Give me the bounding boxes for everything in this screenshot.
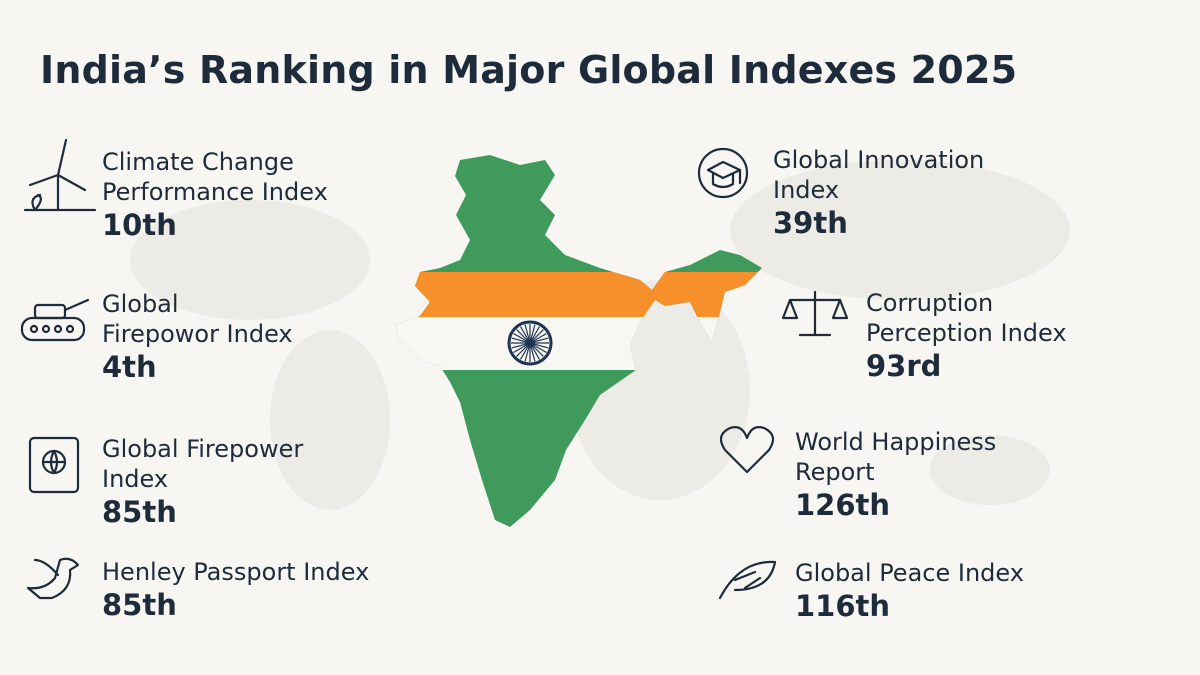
index-name: Performance Index [102,178,328,206]
chakra-spoke [529,342,544,357]
passport-icon [28,436,80,494]
index-name: Report [795,458,875,486]
chakra-spoke [513,342,531,354]
chakra-spoke [516,329,531,344]
chakra-spoke [513,332,531,344]
index-rank: 10th [102,208,177,242]
chakra-spoke [524,342,531,362]
index-name: Corruption [866,289,994,317]
chakra-spoke [524,324,531,344]
index-name: Global [102,290,179,318]
chakra-spoke [519,342,531,360]
index-item: Corruption Perception Index 93rd [866,288,1067,384]
index-item: Climate Change Performance Index 10th [102,147,328,243]
index-rank: 85th [102,588,177,622]
index-item: Global Peace Index 116th [795,558,1024,624]
index-item: Henley Passport Index 85th [102,557,369,623]
chakra-spoke [529,326,541,344]
wind-turbine-icon [23,138,97,212]
index-item: Global Firepower Index 85th [102,434,303,530]
chakra-spoke [529,329,544,344]
feather-icon [718,560,777,600]
index-name: Index [102,465,169,493]
index-name: Climate Change [102,148,294,176]
index-rank: 4th [102,350,157,384]
index-name: Global Innovation [773,146,985,174]
chakra-spoke [529,342,541,360]
index-name: Global Firepower [102,435,304,463]
index-item: Global Firepowor Index 4th [102,289,293,385]
index-rank: 85th [102,495,177,529]
index-name: Index [773,176,840,204]
index-rank: 126th [795,488,891,522]
index-rank: 93rd [866,349,942,383]
chakra-spoke [529,342,536,362]
chakra-spoke [516,342,531,357]
index-name: Global Peace Index [795,559,1024,587]
chakra-spoke [529,337,549,344]
graduation-icon [697,147,749,199]
dove-icon [26,557,80,600]
chakra-spoke [529,342,547,354]
chakra-spoke [529,324,536,344]
index-item: World Happiness Report 126th [795,427,996,523]
chakra-spoke [529,332,547,344]
chakra-spoke [511,342,531,349]
index-name: Henley Passport Index [102,558,370,586]
scales-icon [781,290,849,337]
ashoka-chakra [507,320,553,366]
index-name: World Happiness [795,428,997,456]
chakra-spoke [519,326,531,344]
tank-icon [20,298,90,342]
index-item: Global Innovation Index 39th [773,145,984,241]
title: India’s Ranking in Major Global Indexes … [40,48,1018,92]
heart-icon [719,426,775,474]
index-name: Perception Index [866,319,1067,347]
index-rank: 116th [795,589,891,623]
chakra-spoke [529,342,549,349]
index-rank: 39th [773,206,848,240]
chakra-spoke [511,337,531,344]
index-name: Firepowor Index [102,320,293,348]
